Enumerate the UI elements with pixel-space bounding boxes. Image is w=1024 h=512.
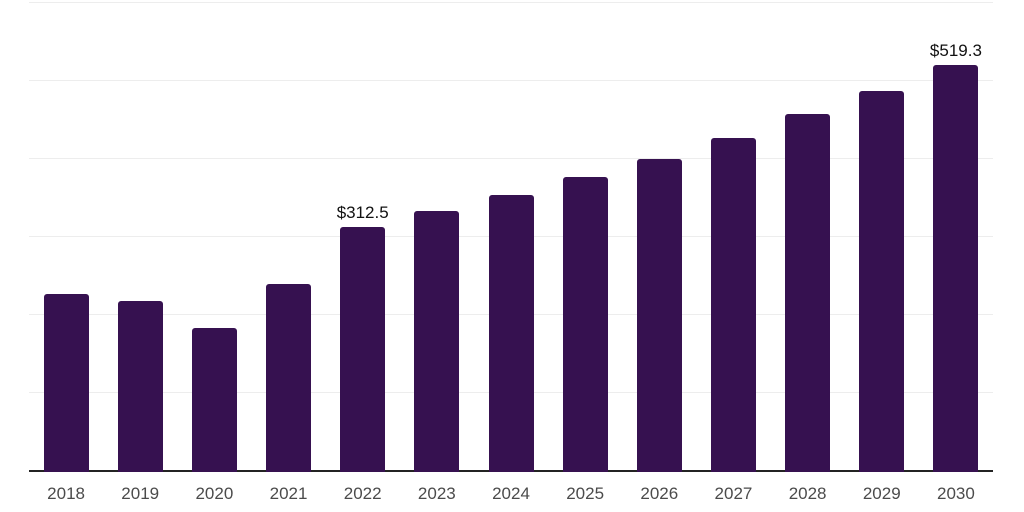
gridline-400 [29, 157, 993, 159]
x-tick-label-2026: 2026 [640, 484, 679, 503]
x-tick-label-2027: 2027 [714, 484, 753, 503]
bar-2026 [636, 158, 682, 472]
x-tick-label-2030: 2030 [937, 484, 975, 503]
bar-2021 [266, 283, 312, 472]
data-label-2022: $312.5 [336, 202, 389, 222]
x-tick-label-2029: 2029 [862, 484, 901, 503]
bar-2019 [117, 301, 163, 472]
x-tick-label-2018: 2018 [47, 484, 85, 503]
gridline-600 [29, 1, 993, 3]
x-tick-label-2028: 2028 [788, 484, 827, 503]
bar-2028 [785, 113, 831, 472]
gridline-500 [29, 79, 993, 81]
x-tick-label-2019: 2019 [121, 484, 160, 503]
bar-2030 [933, 65, 979, 472]
bar-2029 [859, 90, 905, 472]
bar-2018 [43, 294, 89, 472]
bar-2025 [562, 176, 608, 472]
bar-2023 [414, 210, 460, 472]
x-tick-label-2020: 2020 [195, 484, 234, 503]
bar-2024 [488, 194, 534, 472]
x-tick-label-2025: 2025 [566, 484, 605, 503]
x-tick-label-2022: 2022 [343, 484, 382, 503]
x-tick-label-2023: 2023 [417, 484, 456, 503]
data-label-2030: $519.3 [929, 41, 982, 61]
x-tick-label-2021: 2021 [269, 484, 308, 503]
bar-2020 [191, 328, 237, 472]
bar-2022 [340, 226, 386, 472]
bar-2027 [710, 138, 756, 472]
x-tick-label-2024: 2024 [492, 484, 530, 503]
